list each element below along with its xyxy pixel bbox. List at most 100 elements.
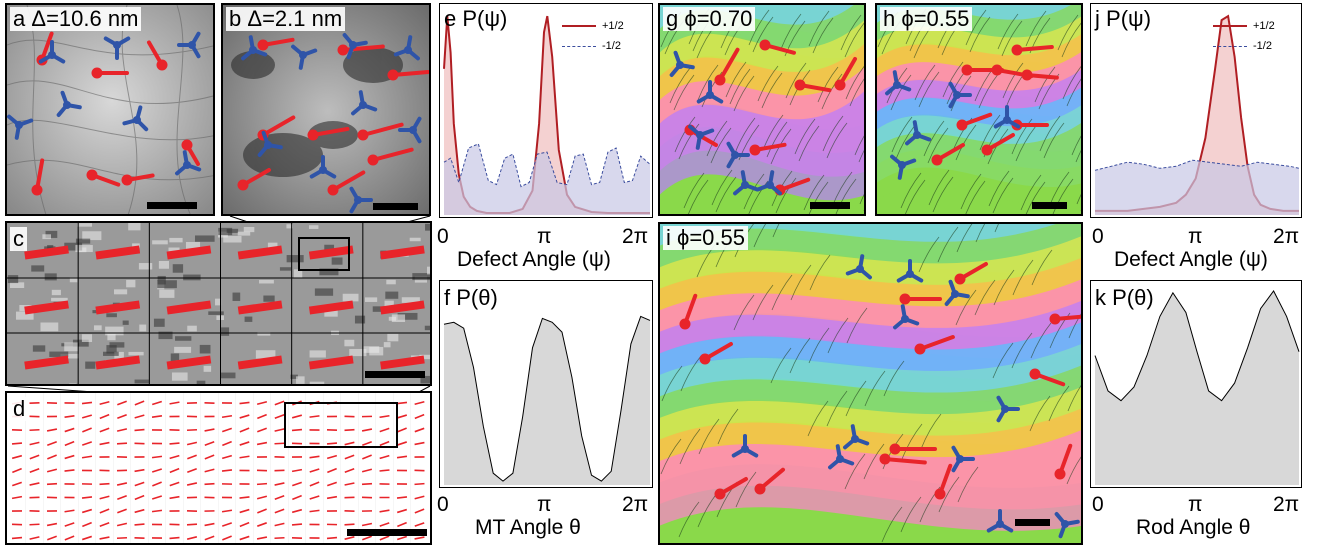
chart-k-plot [1094,290,1300,485]
plus-half-core [889,443,901,455]
plus-half-core [1021,69,1033,81]
plus-half-core [337,44,349,56]
plus-half-core [1054,468,1066,480]
director-bar [24,245,69,260]
director-bar [166,355,212,370]
chart-j-plot [1094,14,1300,215]
series-area [1095,291,1299,485]
minus-half-defect [175,150,202,176]
minus-half-defect [948,81,972,109]
minus-half-defect [828,444,855,470]
panel-g-simulation: g ϕ=0.70 [658,3,866,216]
plus-half-core [121,174,133,186]
minus-half-defect [986,509,1014,533]
director-bar [380,300,425,315]
x-tick-label: π [1188,225,1203,248]
panel-letter: b [229,6,242,31]
plus-half-defect [1015,44,1054,52]
series-line [1094,159,1300,171]
panel-letter: i [666,225,671,250]
series-area [444,16,650,215]
minus-half-defect [944,279,970,306]
plus-half-defect [311,126,350,137]
plus-half-core [237,179,249,191]
scale-bar [1032,202,1067,209]
plus-half-core [714,74,726,86]
minus-half-defect [755,170,782,196]
panel-letter: h [883,6,896,31]
minus-half-defect [122,105,149,132]
x-tick-label: 0 [1092,493,1104,516]
panel-title: Δ=2.1 nm [247,6,343,31]
panel-k-chart: k P(θ) 0 π 2π Rod Angle θ [1088,280,1314,545]
plus-half-core [934,488,946,500]
x-tick-label: π [537,493,552,516]
panel-title: ϕ=0.55 [901,6,970,31]
x-axis-label: Rod Angle θ [1136,516,1251,539]
minus-half-defect [257,130,283,157]
plus-half-defect [918,335,955,351]
legend-item: +1/2 [602,19,624,32]
plus-half-core [86,169,98,181]
plus-half-core [327,184,339,196]
series-line [1094,290,1300,402]
minus-half-defect [993,105,1021,129]
minus-half-defect [996,395,1020,423]
minus-half-defect [696,80,724,104]
panel-h-image [877,5,1081,214]
panel-letter: d [10,397,29,421]
panel-i-image [660,224,1081,543]
director-bar [95,300,141,315]
x-axis-label: Defect Angle (ψ) [1114,248,1268,271]
panel-i-simulation: i ϕ=0.55 [658,222,1083,545]
director-bar [95,245,141,260]
minus-half-defect [890,154,917,180]
scale-bar [810,202,850,209]
panel-letter: g [666,6,679,31]
plus-half-core [981,144,993,156]
minus-half-defect [291,44,318,70]
x-tick-label: 0 [437,493,449,516]
chart-title: P(θ) [1112,285,1154,310]
plus-half-core [899,293,911,305]
panel-e-chart: e P(ψ) +1/2 -1/2 0 π 2π Defect Angle (ψ) [437,3,654,273]
series-area [1095,160,1299,215]
plus-half-core [749,144,761,156]
minus-half-defect [726,141,750,169]
director-bar [166,245,212,260]
plus-half-defect [883,457,927,465]
minus-half-defect [241,35,268,61]
plus-half-defect [371,147,414,162]
legend-item: +1/2 [1253,19,1275,32]
plus-half-core [1011,44,1023,56]
series-area [444,316,650,485]
chart-title: P(ψ) [462,6,508,31]
plus-half-core [156,59,168,71]
plus-half-defect [261,115,296,137]
panel-letter: f [444,285,451,310]
minus-half-defect [398,116,422,144]
minus-half-defect [843,424,870,450]
panel-letter: a [13,6,26,31]
plus-half-core [307,129,319,141]
minus-half-defect [885,70,912,96]
panel-letter: k [1095,285,1106,310]
panel-h-simulation: h ϕ=0.55 [875,3,1083,216]
panel-title: ϕ=0.55 [677,225,746,250]
legend: +1/2 -1/2 [562,16,624,56]
plus-half-core [699,353,711,365]
x-tick-label: 2π [622,493,649,516]
scale-bar [1015,519,1050,526]
plus-half-defect [1053,314,1081,321]
plus-half-core [679,318,691,330]
plus-half-core [357,129,369,141]
plus-half-core [1029,368,1041,380]
x-tick-label: 2π [1273,493,1300,516]
zoom-box [284,402,398,448]
panel-d-director-field: d [5,391,432,545]
panel-title: ϕ=0.70 [684,6,753,31]
director-bar [380,355,425,370]
director-bar [166,300,212,315]
plus-half-core [714,488,726,500]
minus-half-defect [893,304,920,330]
